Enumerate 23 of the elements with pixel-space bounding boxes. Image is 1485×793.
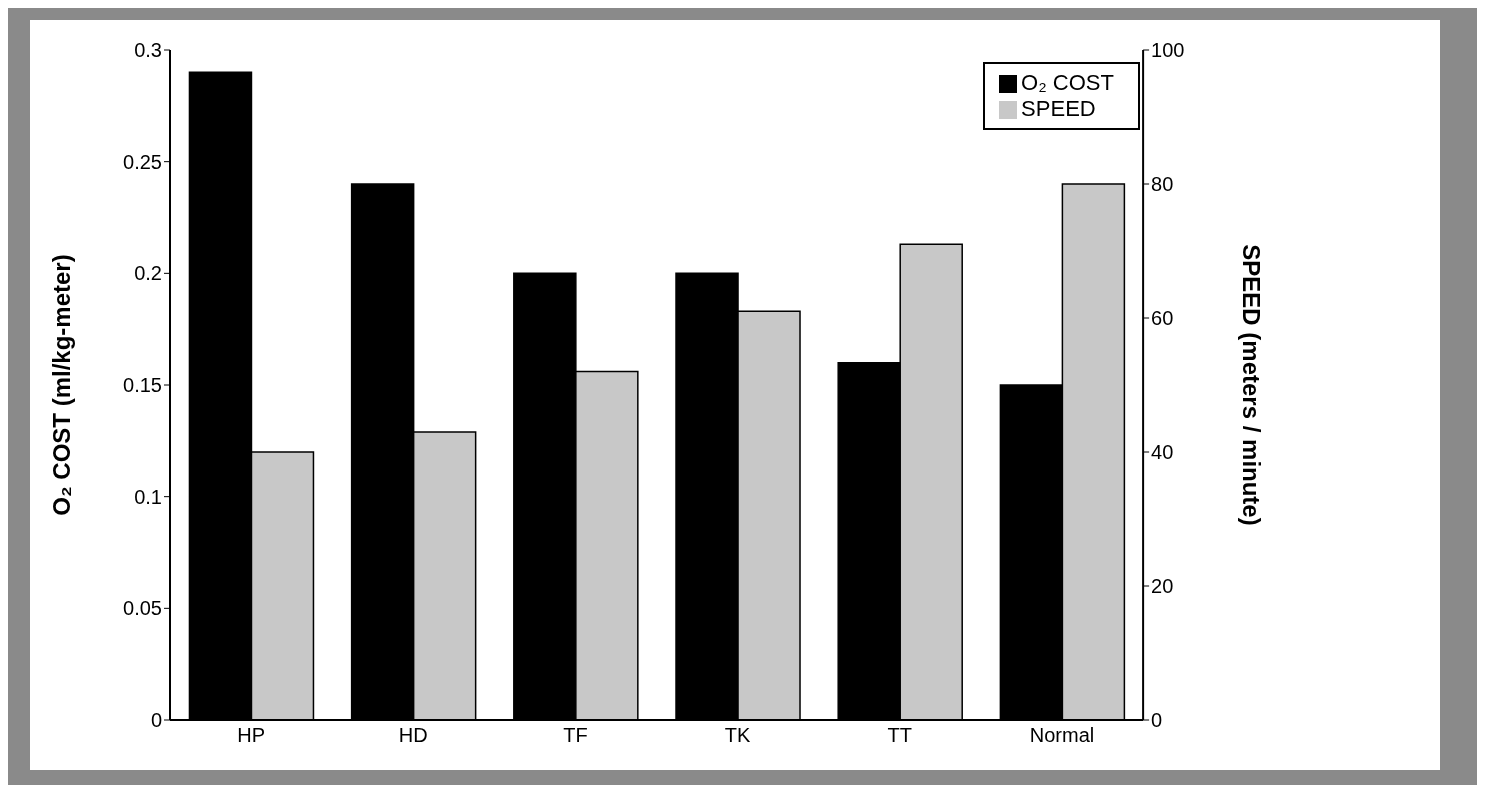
y-tick-label: 0.15 (123, 374, 162, 397)
y-tick-label: 0.1 (134, 485, 162, 508)
y-tick-label: 0 (150, 709, 162, 732)
x-tick-label: TT (887, 724, 913, 747)
legend-label: SPEED (1021, 96, 1096, 121)
y2-tick-label: 0 (1151, 709, 1163, 732)
y-tick-label: 0.2 (134, 262, 162, 285)
x-tick-label: HD (398, 724, 428, 747)
x-tick-label: TF (563, 724, 588, 747)
y-tick-label: 0.05 (123, 597, 162, 620)
x-tick-label: TK (724, 724, 752, 747)
x-tick-label: Normal (1029, 724, 1095, 747)
y2-tick-label: 40 (1151, 441, 1174, 464)
y2-tick-label: 60 (1151, 307, 1174, 330)
y-tick-label: 0.3 (134, 39, 162, 62)
y2-axis-title: SPEED (meters / minute) (1237, 244, 1265, 526)
y-tick-label: 0.25 (123, 150, 162, 173)
y2-tick-label: 100 (1151, 39, 1185, 62)
legend-label: O₂ COST (1021, 70, 1114, 95)
x-tick-label: HP (237, 724, 265, 747)
y2-tick-label: 20 (1151, 575, 1174, 598)
y-axis-title: O₂ COST (ml/kg-meter) (48, 254, 76, 516)
y2-tick-label: 80 (1151, 173, 1174, 196)
